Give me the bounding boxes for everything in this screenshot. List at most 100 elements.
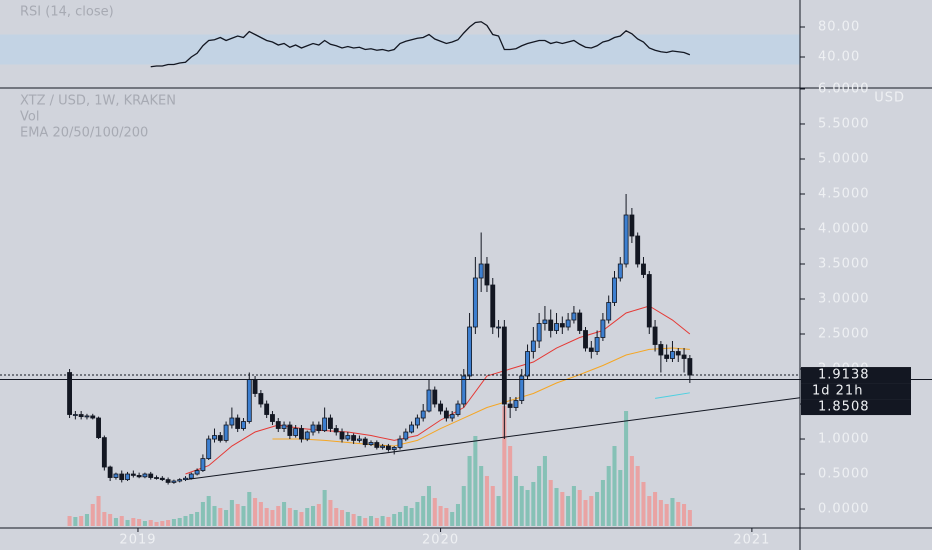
volume-bar [253, 498, 258, 526]
candle-body [565, 319, 571, 328]
volume-bar [467, 456, 472, 526]
volume-bar [600, 480, 605, 526]
candle-body [542, 319, 548, 324]
candle-body [229, 417, 235, 426]
volume-bar [96, 496, 101, 526]
volume-bar [299, 512, 304, 526]
volume-bar [397, 512, 403, 526]
y-tick-label: 0.5000 [818, 467, 870, 482]
candle-body [507, 403, 513, 408]
volume-bar [682, 504, 687, 526]
candle-body [165, 479, 171, 483]
candle-body [687, 358, 693, 376]
candle-body [78, 414, 84, 418]
volume-bar [618, 470, 623, 526]
volume-bar [380, 516, 385, 526]
volume-title: Vol [20, 110, 39, 125]
candle-body [380, 445, 386, 448]
candle-body [681, 354, 687, 359]
volume-bar [432, 498, 437, 526]
volume-bar [444, 508, 449, 526]
rsi-title: RSI (14, close) [20, 5, 114, 20]
candle-body [629, 214, 635, 237]
candle-body [322, 417, 328, 432]
candle-body [125, 473, 130, 481]
candle-body [154, 477, 159, 479]
candle-body [304, 431, 310, 440]
candle-body [84, 415, 90, 418]
volume-bar [206, 496, 211, 526]
volume-bar [566, 496, 571, 526]
ema-title: EMA 20/50/100/200 [20, 126, 148, 141]
ema-line [654, 392, 690, 399]
volume-bar [79, 516, 84, 526]
candle-body [171, 480, 177, 483]
candle-body [397, 438, 403, 448]
volume-bar [282, 502, 287, 526]
candle-body [246, 379, 252, 422]
candle-body [148, 473, 154, 478]
volume-bar [160, 521, 165, 526]
candle-body [455, 403, 461, 415]
y-tick-label: 3.5000 [818, 257, 870, 272]
candle-body [258, 393, 264, 405]
volume-bar [635, 466, 640, 526]
candle-body [385, 445, 391, 450]
candle-body [217, 435, 223, 441]
y-tick-label: 1.0000 [818, 432, 870, 447]
volume-bar [247, 492, 252, 526]
volume-bar [641, 482, 646, 526]
candle-body [188, 473, 194, 479]
volume-bar [195, 512, 200, 526]
volume-bar [531, 482, 536, 526]
y-tick-label: 3.0000 [818, 292, 870, 307]
volume-bar [409, 508, 414, 526]
volume-bar [270, 510, 275, 526]
candle-body [496, 326, 501, 329]
volume-bar [687, 510, 692, 526]
candle-body [113, 473, 119, 478]
candle-body [119, 473, 125, 481]
candle-body [67, 372, 72, 415]
candle-body [90, 415, 96, 419]
candle-body [403, 431, 409, 440]
candle-body [212, 435, 217, 440]
candle-body [635, 235, 641, 265]
candle-body [356, 438, 362, 441]
candle-body [658, 344, 664, 356]
hline-box [801, 399, 911, 416]
candle-body [316, 424, 322, 432]
candle-body [594, 337, 600, 352]
volume-bar [542, 456, 547, 526]
volume-bar [496, 496, 501, 526]
candle-body [107, 466, 113, 478]
candle-body [490, 284, 496, 328]
volume-bar [583, 500, 588, 526]
candle-body [368, 442, 374, 446]
volume-bar [577, 490, 582, 526]
candle-body [559, 323, 565, 328]
volume-bar [119, 516, 124, 526]
candle-body [554, 323, 559, 331]
volume-bar [508, 446, 513, 526]
candle-body [183, 477, 188, 481]
candle-body [270, 414, 275, 422]
candle-body [275, 421, 281, 429]
volume-bar [125, 520, 130, 526]
volume-bar [455, 504, 460, 526]
volume-bar [595, 492, 600, 526]
candle-body [374, 442, 380, 448]
candle-body [478, 263, 484, 279]
y-tick-label: 2.5000 [818, 327, 870, 342]
candle-body [449, 414, 455, 419]
volume-bar [392, 514, 397, 526]
y-tick-label: 6.0000 [818, 81, 870, 96]
volume-bar [525, 490, 530, 526]
candle-body [467, 326, 472, 377]
volume-bar [334, 508, 339, 526]
y-tick-label: 0.0000 [818, 502, 870, 517]
candle-body [235, 417, 241, 429]
volume-bar [484, 476, 489, 526]
candle-body [333, 428, 339, 433]
